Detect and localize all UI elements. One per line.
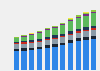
Bar bbox=[52, 26, 57, 27]
Bar bbox=[29, 43, 34, 48]
Bar bbox=[84, 37, 88, 40]
Bar bbox=[14, 37, 19, 38]
Bar bbox=[68, 35, 73, 40]
Bar bbox=[14, 44, 19, 49]
Bar bbox=[29, 42, 34, 43]
Bar bbox=[52, 35, 57, 37]
Bar bbox=[14, 43, 19, 44]
Bar bbox=[52, 37, 57, 39]
Bar bbox=[91, 26, 96, 28]
Bar bbox=[22, 44, 26, 48]
Bar bbox=[14, 49, 19, 51]
Bar bbox=[45, 45, 50, 48]
Bar bbox=[84, 12, 88, 13]
Bar bbox=[45, 48, 50, 70]
Bar bbox=[60, 25, 65, 34]
Bar bbox=[68, 18, 73, 19]
Bar bbox=[52, 39, 57, 44]
Bar bbox=[76, 31, 81, 33]
Bar bbox=[84, 31, 88, 37]
Bar bbox=[68, 20, 73, 21]
Bar bbox=[52, 28, 57, 35]
Bar bbox=[68, 21, 73, 31]
Bar bbox=[76, 38, 81, 41]
Bar bbox=[22, 37, 26, 41]
Bar bbox=[68, 19, 73, 20]
Bar bbox=[84, 14, 88, 16]
Bar bbox=[60, 23, 65, 24]
Bar bbox=[84, 40, 88, 70]
Bar bbox=[68, 31, 73, 34]
Bar bbox=[45, 40, 50, 45]
Bar bbox=[22, 36, 26, 37]
Bar bbox=[91, 30, 96, 36]
Bar bbox=[37, 41, 42, 42]
Bar bbox=[37, 42, 42, 47]
Bar bbox=[45, 39, 50, 40]
Bar bbox=[37, 49, 42, 70]
Bar bbox=[60, 45, 65, 70]
Bar bbox=[76, 41, 81, 70]
Bar bbox=[91, 13, 96, 26]
Bar bbox=[37, 47, 42, 49]
Bar bbox=[60, 34, 65, 36]
Bar bbox=[68, 43, 73, 70]
Bar bbox=[22, 42, 26, 44]
Bar bbox=[60, 37, 65, 43]
Bar bbox=[22, 51, 26, 70]
Bar bbox=[91, 28, 96, 30]
Bar bbox=[29, 33, 34, 34]
Bar bbox=[84, 30, 88, 31]
Bar bbox=[91, 12, 96, 13]
Bar bbox=[52, 27, 57, 28]
Bar bbox=[91, 10, 96, 12]
Bar bbox=[84, 27, 88, 30]
Bar bbox=[68, 40, 73, 43]
Bar bbox=[60, 43, 65, 45]
Bar bbox=[29, 50, 34, 70]
Bar bbox=[22, 48, 26, 51]
Bar bbox=[68, 34, 73, 35]
Bar bbox=[37, 39, 42, 41]
Bar bbox=[76, 17, 81, 18]
Bar bbox=[52, 44, 57, 47]
Bar bbox=[14, 42, 19, 43]
Bar bbox=[76, 29, 81, 31]
Bar bbox=[29, 48, 34, 50]
Bar bbox=[45, 37, 50, 39]
Bar bbox=[37, 31, 42, 32]
Bar bbox=[84, 13, 88, 14]
Bar bbox=[14, 51, 19, 70]
Bar bbox=[76, 15, 81, 17]
Bar bbox=[37, 32, 42, 33]
Bar bbox=[45, 28, 50, 29]
Bar bbox=[22, 41, 26, 42]
Bar bbox=[76, 33, 81, 38]
Bar bbox=[60, 24, 65, 25]
Bar bbox=[14, 38, 19, 42]
Bar bbox=[29, 40, 34, 42]
Bar bbox=[29, 34, 34, 35]
Bar bbox=[45, 29, 50, 30]
Bar bbox=[76, 18, 81, 29]
Bar bbox=[52, 47, 57, 70]
Bar bbox=[84, 16, 88, 27]
Bar bbox=[60, 36, 65, 37]
Bar bbox=[37, 33, 42, 39]
Bar bbox=[91, 36, 96, 39]
Bar bbox=[91, 39, 96, 70]
Bar bbox=[22, 35, 26, 36]
Bar bbox=[45, 30, 50, 37]
Bar bbox=[29, 35, 34, 40]
